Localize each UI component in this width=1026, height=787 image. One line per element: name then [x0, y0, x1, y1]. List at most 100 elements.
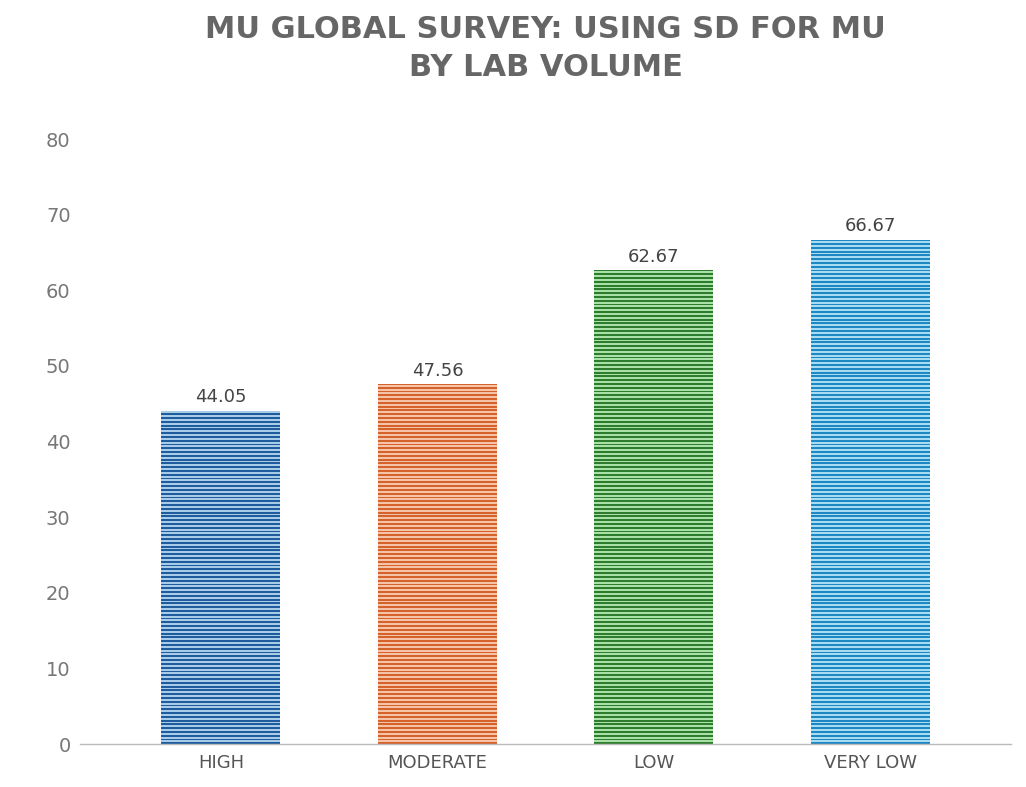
Bar [594, 611, 713, 614]
Bar [594, 375, 713, 377]
Bar [161, 459, 280, 460]
Bar [594, 463, 713, 464]
Bar [378, 648, 497, 650]
Bar [811, 648, 930, 650]
Bar [811, 536, 930, 538]
Bar [594, 470, 713, 472]
Bar [811, 674, 930, 676]
Bar [811, 362, 930, 364]
Bar [811, 619, 930, 621]
Bar [811, 254, 930, 257]
Bar [594, 406, 713, 408]
Bar [594, 358, 713, 360]
Bar [594, 648, 713, 650]
Bar [811, 474, 930, 475]
Bar [811, 360, 930, 362]
Bar [161, 536, 280, 538]
Bar [811, 564, 930, 567]
Bar [594, 695, 713, 697]
Bar [378, 544, 497, 545]
Bar [378, 674, 497, 676]
Bar [378, 432, 497, 434]
Bar [161, 667, 280, 669]
Bar [811, 286, 930, 289]
Bar [161, 693, 280, 695]
Bar [594, 627, 713, 629]
Bar [594, 451, 713, 453]
Bar [811, 604, 930, 606]
Bar [161, 555, 280, 557]
Bar [594, 708, 713, 710]
Bar [811, 309, 930, 311]
Bar [161, 689, 280, 691]
Bar [378, 397, 497, 398]
Bar [161, 652, 280, 653]
Bar [811, 580, 930, 582]
Bar [161, 627, 280, 629]
Bar [378, 712, 497, 714]
Bar [378, 676, 497, 678]
Bar [811, 456, 930, 459]
Bar [811, 416, 930, 417]
Bar [594, 436, 713, 438]
Bar [811, 625, 930, 627]
Bar [594, 629, 713, 631]
Bar [161, 521, 280, 523]
Bar [811, 735, 930, 737]
Bar [811, 502, 930, 504]
Bar [811, 385, 930, 386]
Bar [378, 506, 497, 508]
Bar [594, 347, 713, 349]
Bar [378, 653, 497, 656]
Bar [811, 517, 930, 519]
Bar [161, 430, 280, 432]
Bar [594, 434, 713, 436]
Bar [594, 398, 713, 400]
Bar [811, 650, 930, 652]
Bar [378, 629, 497, 631]
Bar [378, 482, 497, 483]
Bar [594, 428, 713, 430]
Bar [161, 661, 280, 663]
Bar [378, 534, 497, 536]
Bar [594, 540, 713, 542]
Bar [594, 374, 713, 375]
Bar [161, 567, 280, 568]
Bar [594, 389, 713, 390]
Bar [594, 633, 713, 634]
Bar [161, 487, 280, 489]
Bar [378, 563, 497, 564]
Bar [594, 460, 713, 463]
Bar [378, 688, 497, 689]
Bar [378, 493, 497, 494]
Bar [594, 742, 713, 745]
Title: MU GLOBAL SURVEY: USING SD FOR MU
BY LAB VOLUME: MU GLOBAL SURVEY: USING SD FOR MU BY LAB… [205, 15, 886, 82]
Bar [594, 338, 713, 339]
Bar [811, 519, 930, 521]
Bar [378, 610, 497, 611]
Bar [161, 597, 280, 599]
Bar [811, 393, 930, 394]
Bar [378, 447, 497, 449]
Bar [378, 419, 497, 421]
Bar [811, 602, 930, 604]
Bar [811, 719, 930, 722]
Bar [811, 319, 930, 320]
Bar [594, 377, 713, 379]
Bar [811, 249, 930, 250]
Bar [594, 650, 713, 652]
Bar [378, 483, 497, 485]
Bar [161, 586, 280, 587]
Bar [811, 442, 930, 444]
Bar [378, 404, 497, 406]
Bar [594, 663, 713, 665]
Bar [594, 587, 713, 589]
Bar [378, 656, 497, 657]
Bar [161, 737, 280, 739]
Bar [378, 527, 497, 529]
Bar [811, 315, 930, 317]
Bar [811, 266, 930, 268]
Bar [594, 292, 713, 294]
Bar [811, 739, 930, 741]
Bar [811, 351, 930, 353]
